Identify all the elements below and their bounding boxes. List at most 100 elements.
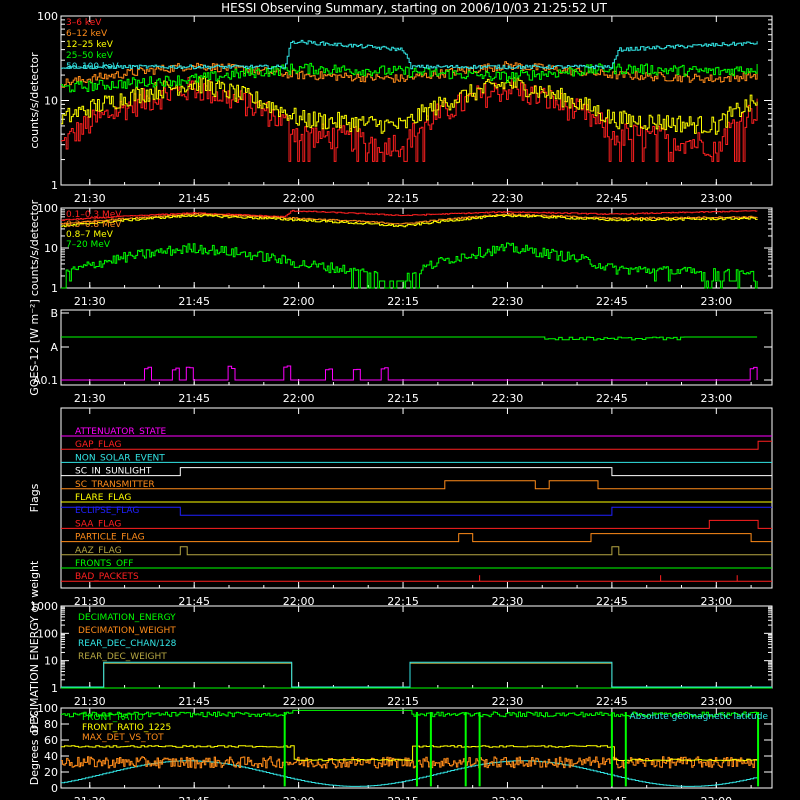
- x-tick-label: 23:00: [700, 595, 732, 608]
- max-det-line: [61, 756, 758, 769]
- panel-4: 21:30 21:45 22:00 22:15 22:30 22:45 23:00 Flags…: [28, 407, 773, 608]
- flag-flare-flag: FLARE_FLAG: [61, 493, 772, 503]
- legend-entry: DECIMATION_ENERGY: [78, 613, 176, 623]
- y-tick-label: 1: [51, 282, 58, 295]
- panel-5: 21:30 21:45 22:00 22:15 22:30 22:45 23:00 DECIM…: [28, 560, 773, 733]
- y-tick-label: 100: [37, 202, 58, 215]
- x-tick-label: 22:15: [387, 595, 419, 608]
- y-tick-label: 80: [44, 718, 58, 731]
- legend-entry: FRONT_RATIO: [82, 713, 144, 723]
- x-tick-label: 23:00: [700, 192, 732, 205]
- y-tick-label: 100: [37, 702, 58, 715]
- y-tick-label: 10: [44, 242, 58, 255]
- series-line: [61, 242, 758, 289]
- y-axis-label: DECIMATION ENERGY or weight: [28, 560, 41, 733]
- flag-line: [61, 480, 772, 490]
- flag-label: ATTENUATOR_STATE: [75, 427, 167, 437]
- panel-2: 21:30 21:45 22:00 22:15 22:30 22:45 23:00 count…: [28, 199, 773, 308]
- legend-entry: REAR_DEC_CHAN/128: [78, 639, 177, 649]
- x-tick-label: 21:45: [178, 795, 210, 800]
- series-line: [61, 39, 758, 70]
- x-tick-label: 22:30: [492, 392, 524, 405]
- flag-line: [61, 546, 772, 556]
- y-tick-label: A0.1: [33, 374, 58, 387]
- flag-line: [61, 440, 772, 450]
- x-tick-label: 22:45: [596, 695, 628, 708]
- legend-entry: DECIMATION_WEIGHT: [78, 626, 176, 636]
- panel-frame: [60, 407, 773, 589]
- x-tick-label: 22:45: [596, 392, 628, 405]
- y-tick-label: 10: [44, 655, 58, 668]
- y-tick-label: 1: [51, 682, 58, 695]
- y-tick-label: 1000: [30, 600, 58, 613]
- chart-title: HESSI Observing Summary, starting on 200…: [221, 1, 607, 15]
- y-tick-label: A: [50, 341, 58, 354]
- front-ratio-line: [61, 709, 757, 718]
- legend-entry: 12–25 keV: [66, 40, 114, 50]
- flag-attenuator-state: ATTENUATOR_STATE: [61, 427, 772, 437]
- x-tick-label: 21:30: [74, 392, 106, 405]
- flag-non-solar-event: NON_SOLAR_EVENT: [61, 453, 772, 463]
- rear-dec-chan-line: [61, 661, 772, 688]
- y-axis-label: Degrees or %: [28, 711, 41, 785]
- y-tick-label: 60: [44, 734, 58, 747]
- flag-saa-flag: SAA_FLAG: [61, 519, 772, 529]
- x-tick-label: 22:45: [596, 595, 628, 608]
- flag-label: SAA_FLAG: [75, 519, 121, 529]
- x-tick-label: 21:30: [74, 595, 106, 608]
- x-tick-label: 22:15: [387, 392, 419, 405]
- x-tick-label: 22:00: [283, 295, 315, 308]
- flag-label: NON_SOLAR_EVENT: [75, 453, 165, 463]
- x-tick-label: 22:45: [596, 795, 628, 800]
- flag-fronts-off: FRONTS_OFF: [61, 559, 772, 569]
- flag-label: GAP_FLAG: [75, 440, 121, 450]
- x-tick-label: 22:00: [283, 795, 315, 800]
- flag-bad-packets: BAD_PACKETS: [61, 572, 772, 582]
- legend-entry: Absolute geomagnetic latitude: [629, 712, 768, 722]
- legend-entry: 0.1–0.3 MeV: [66, 210, 122, 220]
- x-tick-label: 22:15: [387, 192, 419, 205]
- y-tick-label: B: [50, 307, 58, 320]
- legend-entry: 25–50 keV: [66, 51, 114, 61]
- x-tick-label: 21:30: [74, 295, 106, 308]
- panel-frame: [60, 707, 773, 789]
- series-line: [61, 76, 758, 135]
- panel-3: 21:30 21:45 22:00 22:15 22:30 22:45 23:00 GOES-…: [28, 299, 773, 405]
- x-tick-label: 21:30: [74, 695, 106, 708]
- legend-entry: REAR_DEC_WEIGHT: [78, 652, 167, 662]
- goes-long-line: [61, 336, 758, 341]
- y-tick-label: 100: [37, 627, 58, 640]
- y-axis-label: GOES-12 [W m⁻²]: [28, 299, 41, 395]
- legend-entry: 0.8–7 MeV: [66, 230, 114, 240]
- x-tick-label: 23:00: [700, 695, 732, 708]
- goes-short-line: [61, 365, 758, 381]
- legend-entry: MAX_DET_VS_TOT: [82, 733, 164, 743]
- y-tick-label: 40: [44, 750, 58, 763]
- x-tick-label: 23:00: [700, 295, 732, 308]
- x-tick-label: 22:30: [492, 192, 524, 205]
- x-tick-label: 22:30: [492, 595, 524, 608]
- y-tick-label: 1: [51, 179, 58, 192]
- flag-label: SC_TRANSMITTER: [75, 480, 155, 490]
- x-tick-label: 22:30: [492, 795, 524, 800]
- flag-label: PARTICLE_FLAG: [75, 533, 145, 543]
- x-tick-label: 22:15: [387, 795, 419, 800]
- x-tick-label: 22:00: [283, 192, 315, 205]
- x-tick-label: 22:30: [492, 295, 524, 308]
- series-line: [61, 209, 758, 221]
- flag-label: AAZ_FLAG: [75, 546, 122, 556]
- series-line: [61, 62, 758, 93]
- panels: 21:30 21:45 22:00 22:15 22:30 22:45 23:00 count…: [28, 10, 773, 800]
- flag-eclipse-flag: ECLIPSE_FLAG: [61, 506, 772, 516]
- x-tick-label: 21:45: [178, 695, 210, 708]
- panel-1: 21:30 21:45 22:00 22:15 22:30 22:45 23:00 count…: [28, 10, 773, 205]
- flag-line: [61, 519, 772, 529]
- front-ratio-1225-line: [61, 745, 758, 762]
- flag-label: BAD_PACKETS: [75, 572, 139, 582]
- x-tick-label: 23:00: [700, 392, 732, 405]
- flag-particle-flag: PARTICLE_FLAG: [61, 533, 772, 543]
- flag-line: [61, 533, 772, 543]
- x-tick-label: 22:45: [596, 192, 628, 205]
- x-tick-label: 21:45: [178, 295, 210, 308]
- legend-entry: 0.3–0.8 MeV: [66, 220, 122, 230]
